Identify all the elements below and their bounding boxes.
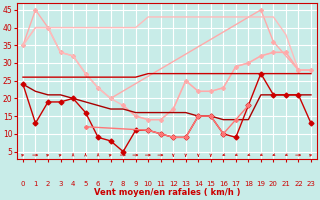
- X-axis label: Vent moyen/en rafales ( km/h ): Vent moyen/en rafales ( km/h ): [94, 188, 240, 197]
